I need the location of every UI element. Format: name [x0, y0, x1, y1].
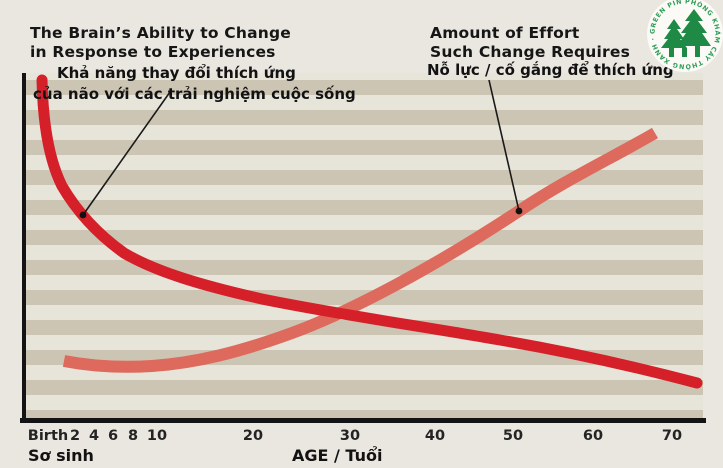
axis-tick-60: 60	[582, 428, 604, 444]
y-axis-line	[22, 73, 26, 422]
axis-tick-8: 8	[127, 428, 139, 444]
title-effort-line1: Amount of Effort	[430, 24, 580, 42]
title-effort: Amount of Effort Such Change Requires	[430, 24, 630, 62]
axis-tick-birth: Birth	[27, 428, 69, 444]
green-pine-clinic-logo: PHÒNG KHÁM CÂY THÔNG XANH · GREEN PINE C…	[646, 0, 723, 72]
title-brain-ability-line1: The Brain’s Ability to Change	[30, 24, 291, 42]
axis-tick-20: 20	[242, 428, 264, 444]
axis-ticks: Birth 2 4 6 8 10 20 30 40 50 60 70	[0, 428, 723, 446]
axis-tick-4: 4	[88, 428, 100, 444]
age-axis-label: AGE / Tuổi	[292, 446, 383, 465]
birth-label-vi: Sơ sinh	[28, 446, 94, 465]
axis-tick-70: 70	[661, 428, 683, 444]
title-brain-ability-line2: in Response to Experiences	[30, 43, 276, 61]
axis-tick-2: 2	[69, 428, 81, 444]
leader-line-ability	[82, 91, 171, 216]
leader-dot-ability	[79, 211, 87, 219]
subtitle-brain-ability-vi-line2: của não với các trải nghiệm cuộc sống	[33, 85, 356, 103]
leader-line-effort	[488, 79, 520, 212]
effort-curve	[62, 127, 659, 373]
title-effort-line2: Such Change Requires	[430, 43, 630, 61]
subtitle-brain-ability-vi-line1: Khả năng thay đổi thích ứng	[57, 64, 296, 82]
axis-tick-40: 40	[424, 428, 446, 444]
axis-tick-6: 6	[107, 428, 119, 444]
axis-tick-30: 30	[339, 428, 361, 444]
brain-ability-curve	[36, 74, 703, 389]
x-axis-line	[20, 418, 706, 423]
axis-tick-10: 10	[146, 428, 168, 444]
title-brain-ability: The Brain’s Ability to Change in Respons…	[30, 24, 291, 62]
leader-dot-effort	[515, 207, 523, 215]
pine-trees-icon	[661, 9, 711, 57]
subtitle-effort-vi: Nỗ lực / cố gắng để thích ứng	[427, 61, 674, 79]
axis-tick-50: 50	[502, 428, 524, 444]
